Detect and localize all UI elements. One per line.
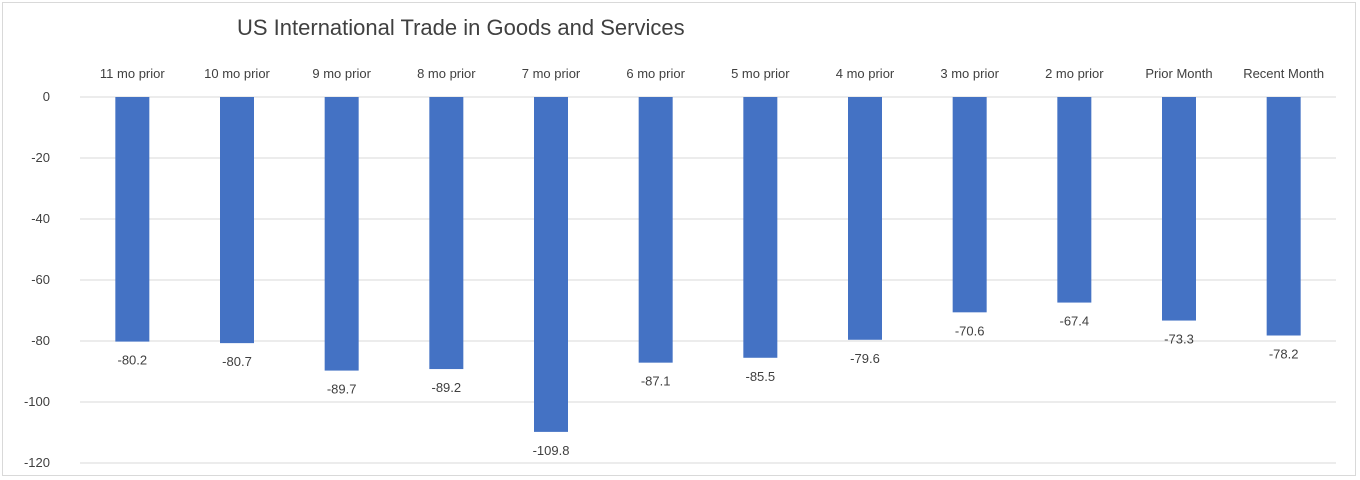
- bar: [115, 97, 150, 342]
- category-labels: 11 mo prior 10 mo prior 9 mo prior 8 mo pri…: [100, 66, 1324, 81]
- bar: [952, 97, 987, 313]
- category-label: 11 mo prior: [100, 66, 165, 81]
- bar: [324, 97, 359, 371]
- y-tick-label: -120: [24, 455, 50, 470]
- gridlines: [80, 96, 1336, 464]
- y-tick-label: -100: [24, 394, 50, 409]
- category-label: 10 mo prior: [204, 66, 270, 81]
- data-label: -87.1: [641, 374, 671, 389]
- category-label: Recent Month: [1243, 66, 1324, 81]
- chart-title: US International Trade in Goods and Serv…: [237, 15, 685, 40]
- bar: [848, 97, 882, 340]
- bar: [1266, 97, 1301, 336]
- bar: [1057, 97, 1092, 303]
- y-tick-label: -60: [31, 272, 50, 287]
- y-tick-label: -20: [31, 150, 50, 165]
- category-label: 3 mo prior: [940, 66, 999, 81]
- category-label: 5 mo prior: [731, 66, 790, 81]
- data-label: -78.2: [1269, 347, 1299, 362]
- category-label: Prior Month: [1145, 66, 1212, 81]
- y-tick-label: -40: [31, 211, 50, 226]
- bar: [429, 97, 464, 370]
- data-label: -89.2: [432, 380, 462, 395]
- bar: [220, 97, 254, 344]
- category-label: 7 mo prior: [522, 66, 581, 81]
- data-label: -109.8: [533, 443, 570, 458]
- bar: [638, 97, 673, 363]
- data-labels: -80.2 -80.7 -89.7 -89.2 -109.8 -87.1 -85.5 -79.…: [118, 314, 1299, 458]
- y-tick-label: 0: [43, 89, 50, 104]
- category-label: 6 mo prior: [626, 66, 685, 81]
- data-label: -70.6: [955, 323, 985, 338]
- y-axis-ticks: 0 -20 -40 -60 -80 -100 -120: [24, 89, 50, 470]
- data-label: -80.2: [118, 353, 148, 368]
- bar: [1162, 97, 1196, 321]
- bar: [743, 97, 778, 358]
- bars: [115, 97, 1301, 432]
- data-label: -79.6: [850, 351, 880, 366]
- category-label: 2 mo prior: [1045, 66, 1104, 81]
- category-label: 8 mo prior: [417, 66, 476, 81]
- data-label: -85.5: [746, 369, 776, 384]
- data-label: -80.7: [222, 354, 252, 369]
- category-label: 9 mo prior: [312, 66, 371, 81]
- category-label: 4 mo prior: [836, 66, 895, 81]
- data-label: -67.4: [1060, 314, 1090, 329]
- data-label: -73.3: [1164, 332, 1194, 347]
- bar: [534, 97, 568, 432]
- data-label: -89.7: [327, 382, 357, 397]
- y-tick-label: -80: [31, 333, 50, 348]
